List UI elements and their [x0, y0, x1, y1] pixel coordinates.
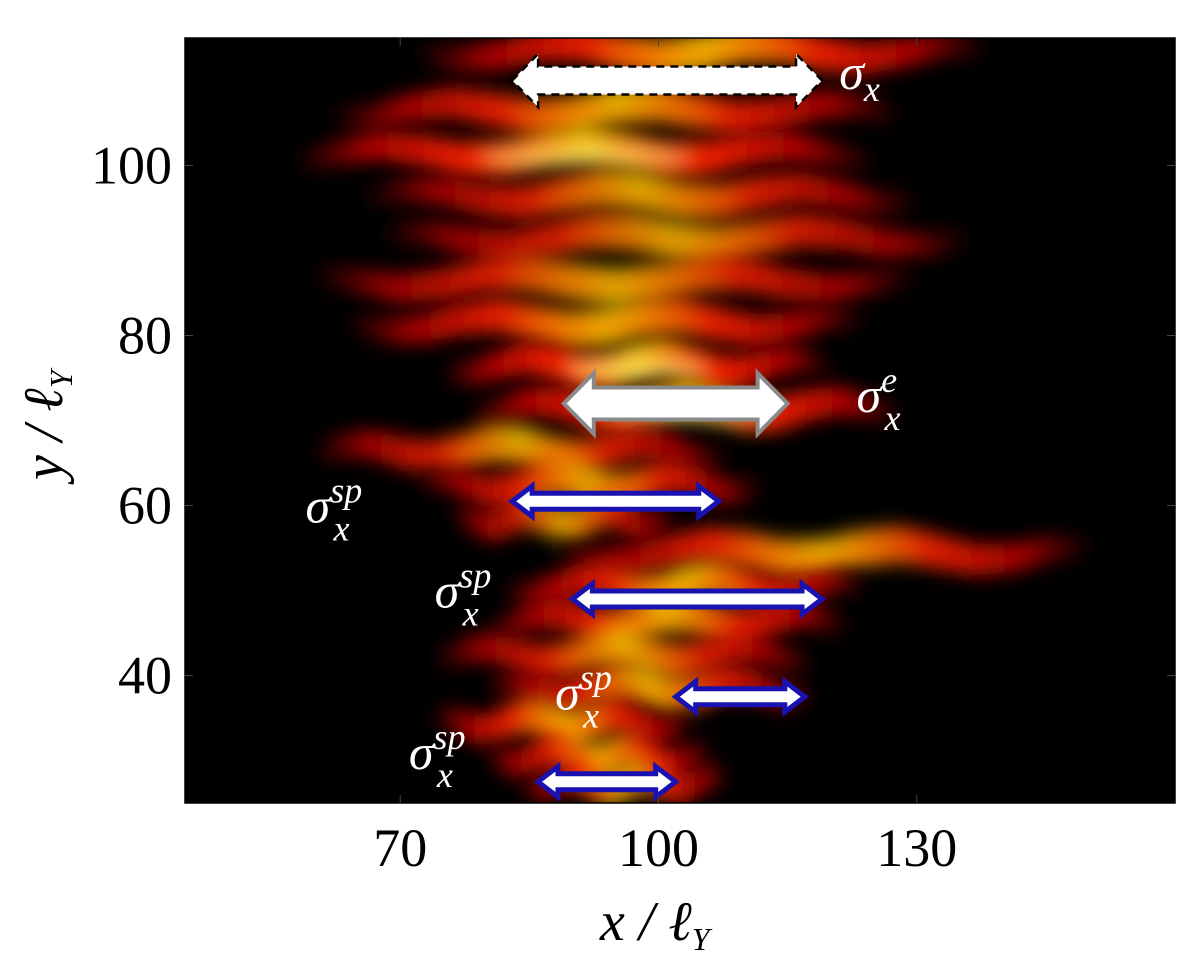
heat-band-core: [555, 649, 693, 668]
sigma-symbol: σ: [555, 665, 582, 721]
y-tick-label: 80: [118, 306, 172, 366]
heat-band: [296, 125, 874, 179]
heat-band-core: [725, 547, 919, 566]
heat-band-core: [513, 318, 700, 336]
sigma-symbol: σ: [856, 367, 883, 423]
width-arrow: [568, 578, 827, 620]
sigma-symbol: σ: [839, 44, 866, 100]
annotation-layer: [507, 50, 827, 802]
sigma-symbol: σ: [435, 563, 462, 619]
sigma-subscript: x: [883, 398, 900, 438]
y-axis-label-sub: Y: [43, 367, 79, 388]
width-arrow: [533, 761, 680, 802]
x-tick-label: 70: [373, 818, 427, 878]
heat-band-core: [513, 105, 718, 124]
y-axis-label-main: y / ℓ: [13, 388, 75, 485]
width-arrow: [507, 481, 723, 522]
plot-frame: [184, 37, 1176, 804]
heat-band: [555, 525, 1089, 578]
x-axis-label: x / ℓY: [599, 891, 713, 957]
x-tick-label: 100: [618, 818, 699, 878]
sigma-label: σsp x: [435, 556, 492, 634]
y-tick-label: 100: [91, 136, 172, 196]
width-arrow: [510, 50, 824, 111]
width-arrow: [671, 676, 809, 717]
heat-band: [383, 212, 969, 264]
sigma-superscript: e: [881, 360, 897, 400]
sigma-label: σsp x: [409, 717, 466, 795]
heat-band-core: [567, 360, 707, 379]
heat-band-core: [481, 148, 690, 166]
sigma-label: σsp x: [306, 471, 363, 549]
sigma-subscript: x: [582, 696, 599, 736]
heat-band-core: [542, 190, 741, 209]
sigma-symbol: σ: [409, 724, 436, 780]
sigma-label: σx: [839, 44, 880, 109]
sigma-symbol: σ: [306, 478, 333, 534]
heat-band: [348, 296, 866, 349]
sigma-superscript: sp: [459, 556, 491, 596]
heat-band-core: [506, 275, 724, 294]
y-tick-label: 60: [118, 476, 172, 536]
heat-band: [486, 593, 848, 647]
x-tick-label: 130: [876, 818, 957, 878]
width-arrow: [560, 368, 791, 439]
axis-ticks: 70 100 130 40 60 80 100: [91, 38, 1175, 878]
heat-band: [443, 337, 831, 391]
sigma-subscript: x: [863, 69, 880, 109]
sigma-superscript: sp: [580, 658, 612, 698]
heat-band-core: [570, 233, 782, 251]
heat-band: [417, 38, 986, 78]
sigma-superscript: sp: [433, 717, 465, 757]
x-axis-label-main: x / ℓ: [599, 891, 692, 953]
heat-band-core: [599, 46, 804, 64]
heat-band-core: [517, 717, 611, 736]
sigma-subscript: x: [436, 755, 453, 795]
sigma-label: σsp x: [555, 658, 612, 736]
heat-band-core: [602, 615, 733, 634]
sigma-subscript: x: [462, 594, 479, 634]
sigma-subscript: x: [333, 509, 350, 549]
x-axis-label-sub: Y: [692, 921, 713, 957]
sigma-label: σe x: [856, 360, 900, 438]
y-axis-label: y / ℓY: [13, 367, 79, 485]
heat-band: [314, 254, 917, 307]
y-tick-label: 40: [118, 646, 172, 706]
sigma-superscript: sp: [330, 471, 362, 511]
heat-band-core: [523, 513, 605, 532]
heat-band: [365, 167, 917, 221]
heat-band: [331, 83, 900, 136]
